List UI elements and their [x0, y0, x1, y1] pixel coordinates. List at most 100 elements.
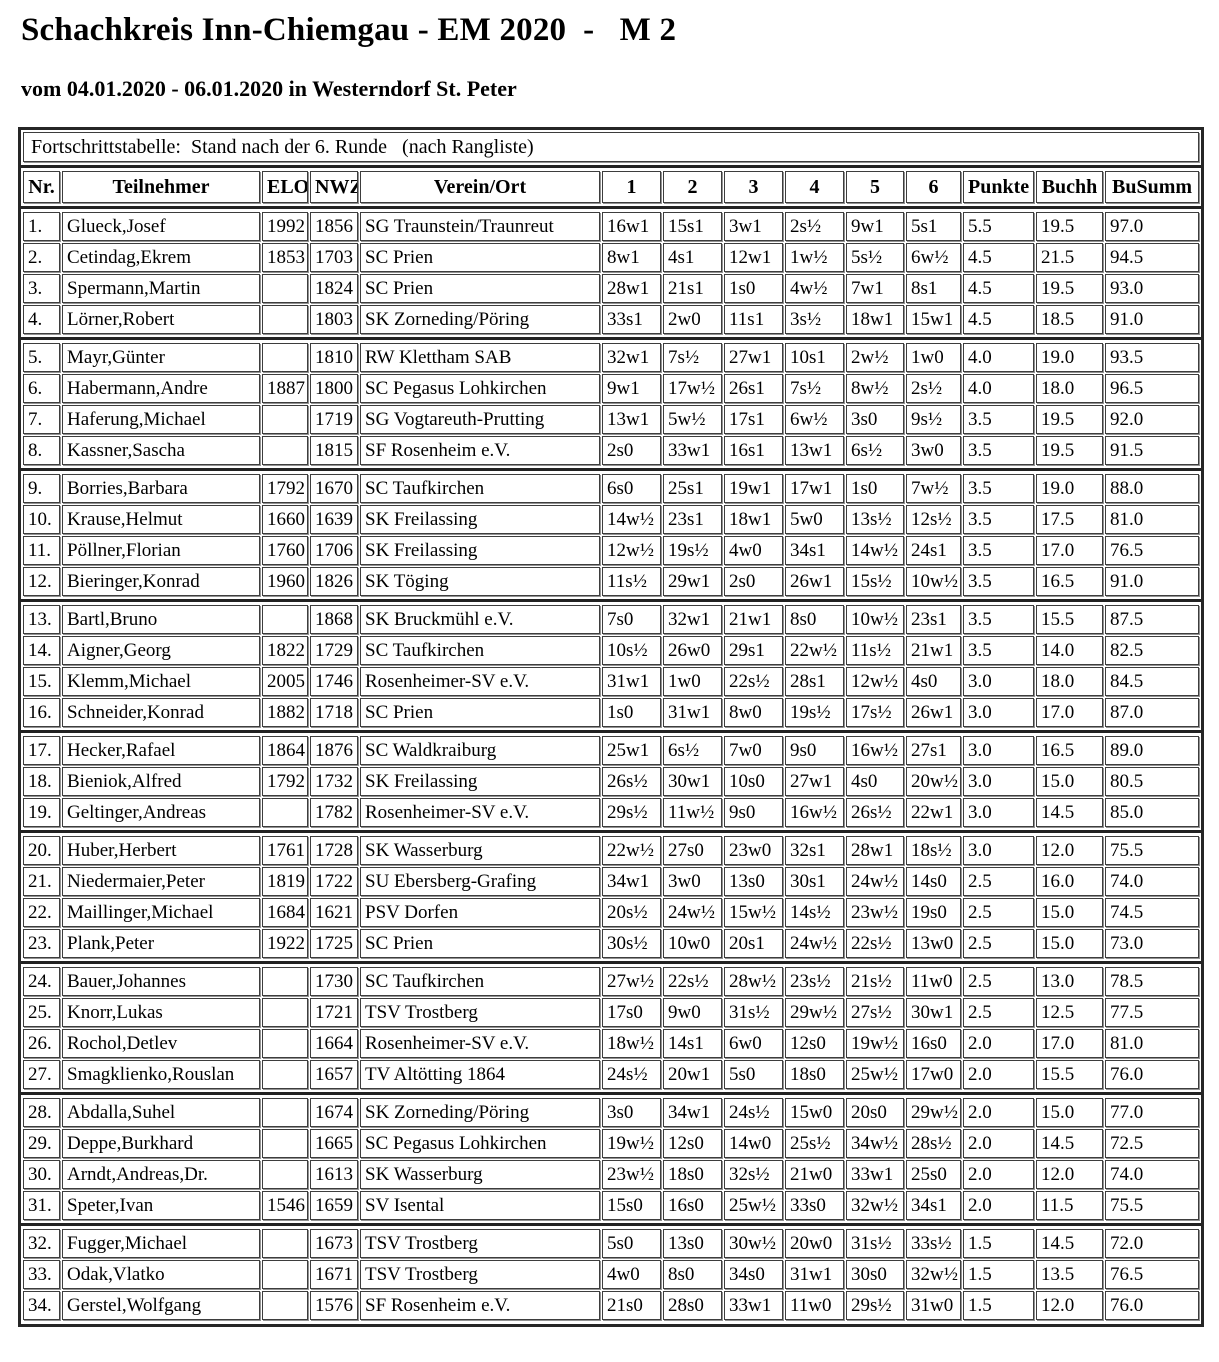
cell-elo: 1822	[262, 636, 308, 665]
cell-busumm: 76.0	[1105, 1291, 1199, 1320]
cell-round-1: 34w1	[602, 867, 661, 896]
table-row: 5. Mayr,Günter 1810 RW Klettham SAB 32w1 7s½ 2…	[23, 343, 1199, 372]
cell-round-2: 25s1	[663, 474, 722, 503]
cell-buchh: 14.5	[1036, 1129, 1103, 1158]
cell-round-1: 1s0	[602, 698, 661, 727]
cell-round-6: 30w1	[906, 998, 961, 1027]
table-row: 19. Geltinger,Andreas 1782 Rosenheimer-SV e…	[23, 798, 1199, 827]
cell-elo	[262, 305, 308, 334]
header-nwz: NWZ	[310, 171, 358, 203]
cell-nr: 12.	[23, 567, 60, 596]
cell-busumm: 84.5	[1105, 667, 1199, 696]
cell-round-5: 7w1	[846, 274, 904, 303]
cell-buchh: 14.5	[1036, 798, 1103, 827]
cell-round-6: 22w1	[906, 798, 961, 827]
group-separator	[21, 468, 1201, 471]
cell-nr: 17.	[23, 736, 60, 765]
cell-round-4: 16w½	[785, 798, 844, 827]
header-round-4: 4	[785, 171, 844, 203]
cell-elo: 2005	[262, 667, 308, 696]
cell-nwz: 1826	[310, 567, 358, 596]
cell-elo	[262, 436, 308, 465]
cell-round-3: 24s½	[724, 1098, 783, 1127]
cell-round-6: 15w1	[906, 305, 961, 334]
table-row: 25. Knorr,Lukas 1721 TSV Trostberg 17s0 9w0 31…	[23, 998, 1199, 1027]
cell-round-4: 19s½	[785, 698, 844, 727]
cell-round-6: 18s½	[906, 836, 961, 865]
cell-punkte: 3.5	[963, 436, 1034, 465]
page-subtitle: vom 04.01.2020 - 06.01.2020 in Westerndo…	[21, 76, 517, 101]
cell-round-1: 28w1	[602, 274, 661, 303]
cell-nwz: 1815	[310, 436, 358, 465]
cell-teilnehmer: Bieringer,Konrad	[62, 567, 260, 596]
cell-teilnehmer: Rochol,Detlev	[62, 1029, 260, 1058]
cell-punkte: 4.5	[963, 274, 1034, 303]
cell-round-5: 28w1	[846, 836, 904, 865]
cell-round-4: 9s0	[785, 736, 844, 765]
cell-round-1: 5s0	[602, 1229, 661, 1258]
cell-buchh: 15.0	[1036, 767, 1103, 796]
cell-round-5: 24w½	[846, 867, 904, 896]
cell-busumm: 78.5	[1105, 967, 1199, 996]
cell-elo	[262, 1029, 308, 1058]
cell-round-4: 22w½	[785, 636, 844, 665]
cell-teilnehmer: Kassner,Sascha	[62, 436, 260, 465]
cell-nwz: 1719	[310, 405, 358, 434]
cell-nr: 31.	[23, 1191, 60, 1220]
cell-nwz: 1856	[310, 212, 358, 241]
cell-teilnehmer: Deppe,Burkhard	[62, 1129, 260, 1158]
table-row: 1. Glueck,Josef 1992 1856 SG Traunstein/Trau…	[23, 212, 1199, 241]
cell-round-2: 16s0	[663, 1191, 722, 1220]
cell-round-1: 4w0	[602, 1260, 661, 1289]
cell-round-2: 5w½	[663, 405, 722, 434]
cell-round-5: 12w½	[846, 667, 904, 696]
header-busumm: BuSumm	[1105, 171, 1199, 203]
cell-round-3: 27w1	[724, 343, 783, 372]
cell-round-3: 34s0	[724, 1260, 783, 1289]
cell-verein: SC Prien	[360, 243, 600, 272]
cell-punkte: 3.0	[963, 698, 1034, 727]
cell-nr: 15.	[23, 667, 60, 696]
cell-busumm: 93.0	[1105, 274, 1199, 303]
cell-busumm: 85.0	[1105, 798, 1199, 827]
cell-round-2: 22s½	[663, 967, 722, 996]
cell-round-2: 23s1	[663, 505, 722, 534]
cell-round-5: 23w½	[846, 898, 904, 927]
cell-elo: 1864	[262, 736, 308, 765]
cell-round-2: 4s1	[663, 243, 722, 272]
cell-round-1: 21s0	[602, 1291, 661, 1320]
cell-buchh: 19.5	[1036, 405, 1103, 434]
cell-round-2: 3w0	[663, 867, 722, 896]
cell-round-3: 7w0	[724, 736, 783, 765]
cell-buchh: 11.5	[1036, 1191, 1103, 1220]
table-row: 9. Borries,Barbara 1792 1670 SC Taufkirchen 6…	[23, 474, 1199, 503]
cell-round-5: 21s½	[846, 967, 904, 996]
cell-nr: 11.	[23, 536, 60, 565]
cell-round-4: 21w0	[785, 1160, 844, 1189]
cell-nr: 8.	[23, 436, 60, 465]
cell-punkte: 4.0	[963, 343, 1034, 372]
cell-round-5: 18w1	[846, 305, 904, 334]
cell-elo	[262, 605, 308, 634]
cell-punkte: 1.5	[963, 1229, 1034, 1258]
table-row: 24. Bauer,Johannes 1730 SC Taufkirchen 27w½ 2…	[23, 967, 1199, 996]
cell-elo: 1792	[262, 767, 308, 796]
cell-round-5: 13s½	[846, 505, 904, 534]
cell-punkte: 3.5	[963, 536, 1034, 565]
cell-busumm: 89.0	[1105, 736, 1199, 765]
cell-elo	[262, 998, 308, 1027]
cell-verein: Rosenheimer-SV e.V.	[360, 667, 600, 696]
cell-round-4: 29w½	[785, 998, 844, 1027]
cell-buchh: 12.0	[1036, 836, 1103, 865]
cell-nr: 13.	[23, 605, 60, 634]
cell-round-1: 29s½	[602, 798, 661, 827]
cell-nr: 22.	[23, 898, 60, 927]
table-row: 8. Kassner,Sascha 1815 SF Rosenheim e.V. 2s0…	[23, 436, 1199, 465]
cell-nr: 28.	[23, 1098, 60, 1127]
cell-round-5: 20s0	[846, 1098, 904, 1127]
header-teilnehmer: Teilnehmer	[62, 171, 260, 203]
cell-round-4: 18s0	[785, 1060, 844, 1089]
cell-verein: TSV Trostberg	[360, 998, 600, 1027]
cell-elo	[262, 343, 308, 372]
cell-buchh: 13.5	[1036, 1260, 1103, 1289]
